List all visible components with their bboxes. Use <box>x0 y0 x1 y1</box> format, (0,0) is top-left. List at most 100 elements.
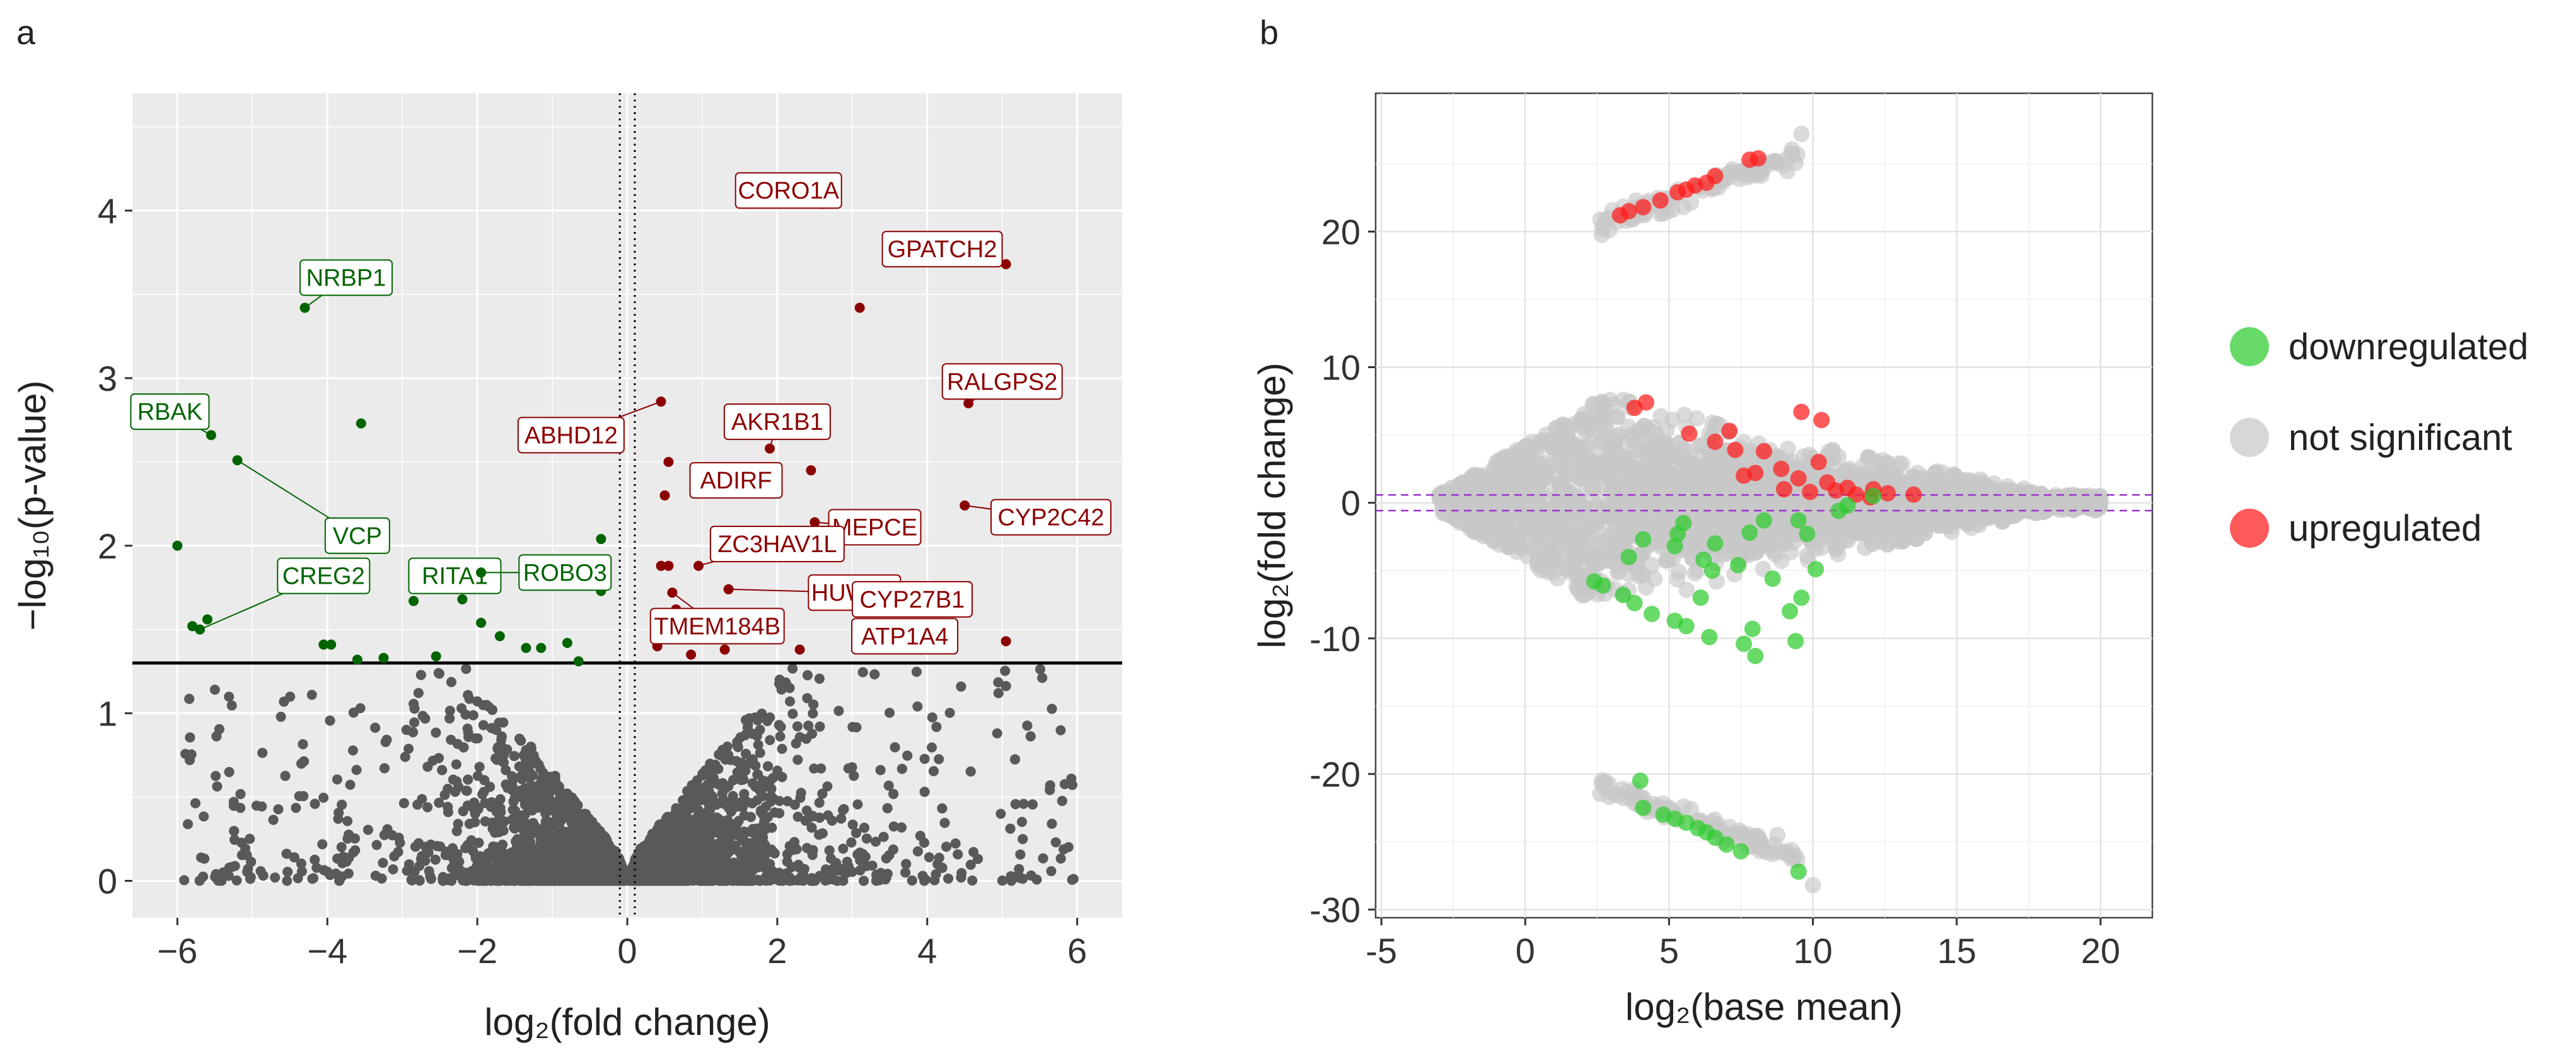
gene-point <box>993 688 1004 698</box>
gene-point <box>273 804 284 814</box>
gene-point <box>1047 703 1057 714</box>
gene-point <box>794 732 805 742</box>
gene-point <box>227 862 237 872</box>
gene-point <box>747 798 758 809</box>
gene-point <box>478 700 489 710</box>
gene-point <box>792 721 803 732</box>
gene-point <box>371 840 382 850</box>
gene-point <box>814 673 825 684</box>
gene-point <box>479 787 489 797</box>
gene-point <box>464 819 475 829</box>
gene-point <box>460 709 471 720</box>
gene-point <box>704 800 714 811</box>
gene-point <box>422 802 433 812</box>
gene-point <box>268 814 279 825</box>
gene-point <box>431 727 441 738</box>
gene-point <box>451 759 461 770</box>
gene-point <box>216 875 227 886</box>
gene-point <box>296 858 306 869</box>
panel-a-label: a <box>16 14 36 52</box>
gene-point <box>871 836 881 847</box>
gene-point <box>1035 664 1045 674</box>
gene-point <box>745 812 756 823</box>
gene-point <box>509 751 519 761</box>
gene-point <box>229 826 240 836</box>
gene-point <box>495 794 506 804</box>
gene-point <box>769 848 780 858</box>
gene-point <box>995 809 1006 819</box>
gene-point <box>765 712 775 723</box>
gene-point <box>869 669 880 679</box>
gene-point <box>282 875 293 886</box>
gene-point <box>809 763 820 774</box>
gene-point <box>398 798 409 809</box>
gene-point <box>691 799 702 809</box>
gene-point <box>461 785 472 796</box>
gene-point <box>748 863 758 873</box>
gene-point <box>838 804 849 814</box>
gene-point <box>755 785 765 796</box>
gene-point <box>298 791 309 802</box>
gene-point <box>434 668 444 679</box>
gene-point <box>678 795 688 806</box>
gene-point <box>763 761 773 771</box>
gene-point <box>480 816 490 827</box>
gene-point <box>944 708 955 718</box>
gene-point <box>785 696 795 707</box>
gene-point <box>888 788 899 799</box>
gene-point <box>911 666 922 677</box>
gene-point <box>595 831 605 842</box>
gene-point <box>826 853 836 864</box>
gene-point <box>468 710 479 720</box>
gene-point <box>745 826 755 837</box>
gene-point <box>833 705 844 716</box>
gene-point <box>426 874 436 884</box>
gene-point <box>444 705 455 716</box>
gene-point <box>683 860 693 871</box>
gene-point <box>851 828 861 838</box>
gene-point <box>846 837 857 848</box>
gene-point <box>463 727 473 738</box>
gene-point <box>212 781 223 792</box>
gene-point <box>470 851 481 862</box>
gene-point <box>235 788 246 799</box>
gene-point <box>474 761 485 772</box>
gene-point <box>1046 866 1057 877</box>
gene-point <box>296 866 307 877</box>
gene-point <box>226 700 237 711</box>
gene-point <box>931 869 941 880</box>
gene-point <box>426 840 436 850</box>
gene-point <box>890 742 900 753</box>
gene-point <box>491 725 502 735</box>
gene-point <box>241 850 252 860</box>
gene-point <box>943 874 954 884</box>
gene-point <box>720 754 731 765</box>
gene-point <box>885 707 895 718</box>
gene-point <box>733 742 743 753</box>
gene-point <box>734 846 745 857</box>
gene-point <box>934 754 944 765</box>
gene-point <box>780 677 791 688</box>
gene-point <box>257 801 267 812</box>
gene-point <box>501 765 511 775</box>
gene-point <box>334 807 344 818</box>
gene-point <box>787 663 798 674</box>
gene-point <box>1037 673 1048 683</box>
gene-point <box>351 765 362 775</box>
gene-point <box>446 677 456 688</box>
gene-point <box>199 811 209 822</box>
gene-point <box>810 874 821 885</box>
gene-point <box>874 875 885 886</box>
gene-point <box>896 822 907 833</box>
gene-point <box>325 715 335 726</box>
gene-point <box>470 808 480 819</box>
gene-point <box>792 811 803 822</box>
gene-point <box>937 862 948 873</box>
gene-point <box>766 791 777 802</box>
gene-point <box>807 729 818 739</box>
gene-point <box>434 797 444 808</box>
gene-point <box>907 875 917 886</box>
gene-point <box>722 815 733 826</box>
gene-point <box>350 845 361 855</box>
gene-point <box>739 788 750 799</box>
